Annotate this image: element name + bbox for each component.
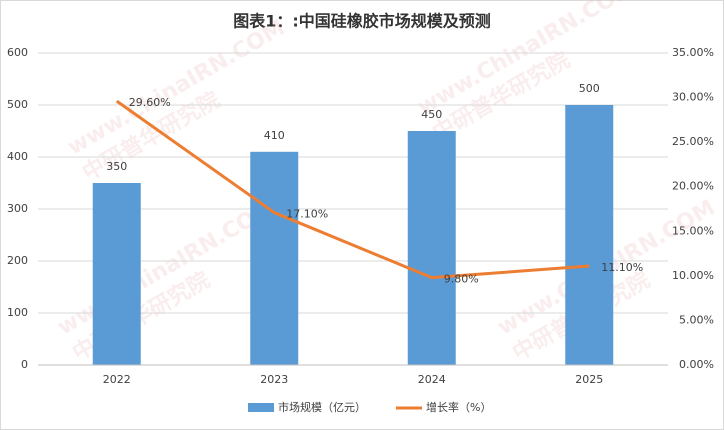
y2-tick-label: 20.00%	[672, 180, 714, 193]
data-label: 450	[421, 108, 442, 121]
bar	[92, 183, 141, 365]
y-tick-label: 500	[7, 98, 28, 111]
y-tick-label: 300	[7, 202, 28, 215]
x-tick-label: 2023	[260, 373, 288, 386]
legend-swatch	[248, 403, 274, 412]
data-label: 500	[579, 82, 600, 95]
y2-tick-label: 35.00%	[672, 46, 714, 59]
y2-tick-label: 25.00%	[672, 135, 714, 148]
y2-tick-label: 0.00%	[679, 358, 714, 371]
data-label: 11.10%	[601, 261, 643, 274]
y2-tick-label: 10.00%	[672, 269, 714, 282]
x-tick-label: 2025	[575, 373, 603, 386]
x-tick-label: 2024	[418, 373, 446, 386]
y-tick-label: 400	[7, 150, 28, 163]
bar	[407, 131, 456, 365]
line	[115, 99, 590, 280]
y-tick-label: 0	[21, 358, 28, 371]
y-tick-label: 200	[7, 254, 28, 267]
data-label: 350	[106, 160, 127, 173]
y2-tick-label: 15.00%	[672, 224, 714, 237]
data-label: 17.10%	[286, 208, 328, 221]
y-tick-label: 600	[7, 46, 28, 59]
y2-tick-label: 30.00%	[672, 91, 714, 104]
x-tick-label: 2022	[103, 373, 131, 386]
data-label: 29.60%	[129, 96, 171, 109]
data-label: 9.80%	[444, 273, 479, 286]
data-label: 410	[264, 129, 285, 142]
bar	[565, 105, 614, 365]
y2-tick-label: 5.00%	[679, 313, 714, 326]
chart-title: 图表1：:中国硅橡胶市场规模及预测	[233, 12, 491, 31]
y-tick-label: 100	[7, 306, 28, 319]
legend-label: 市场规模（亿元）	[278, 400, 366, 414]
bar	[250, 151, 299, 365]
legend-label: 增长率（%）	[426, 400, 491, 414]
